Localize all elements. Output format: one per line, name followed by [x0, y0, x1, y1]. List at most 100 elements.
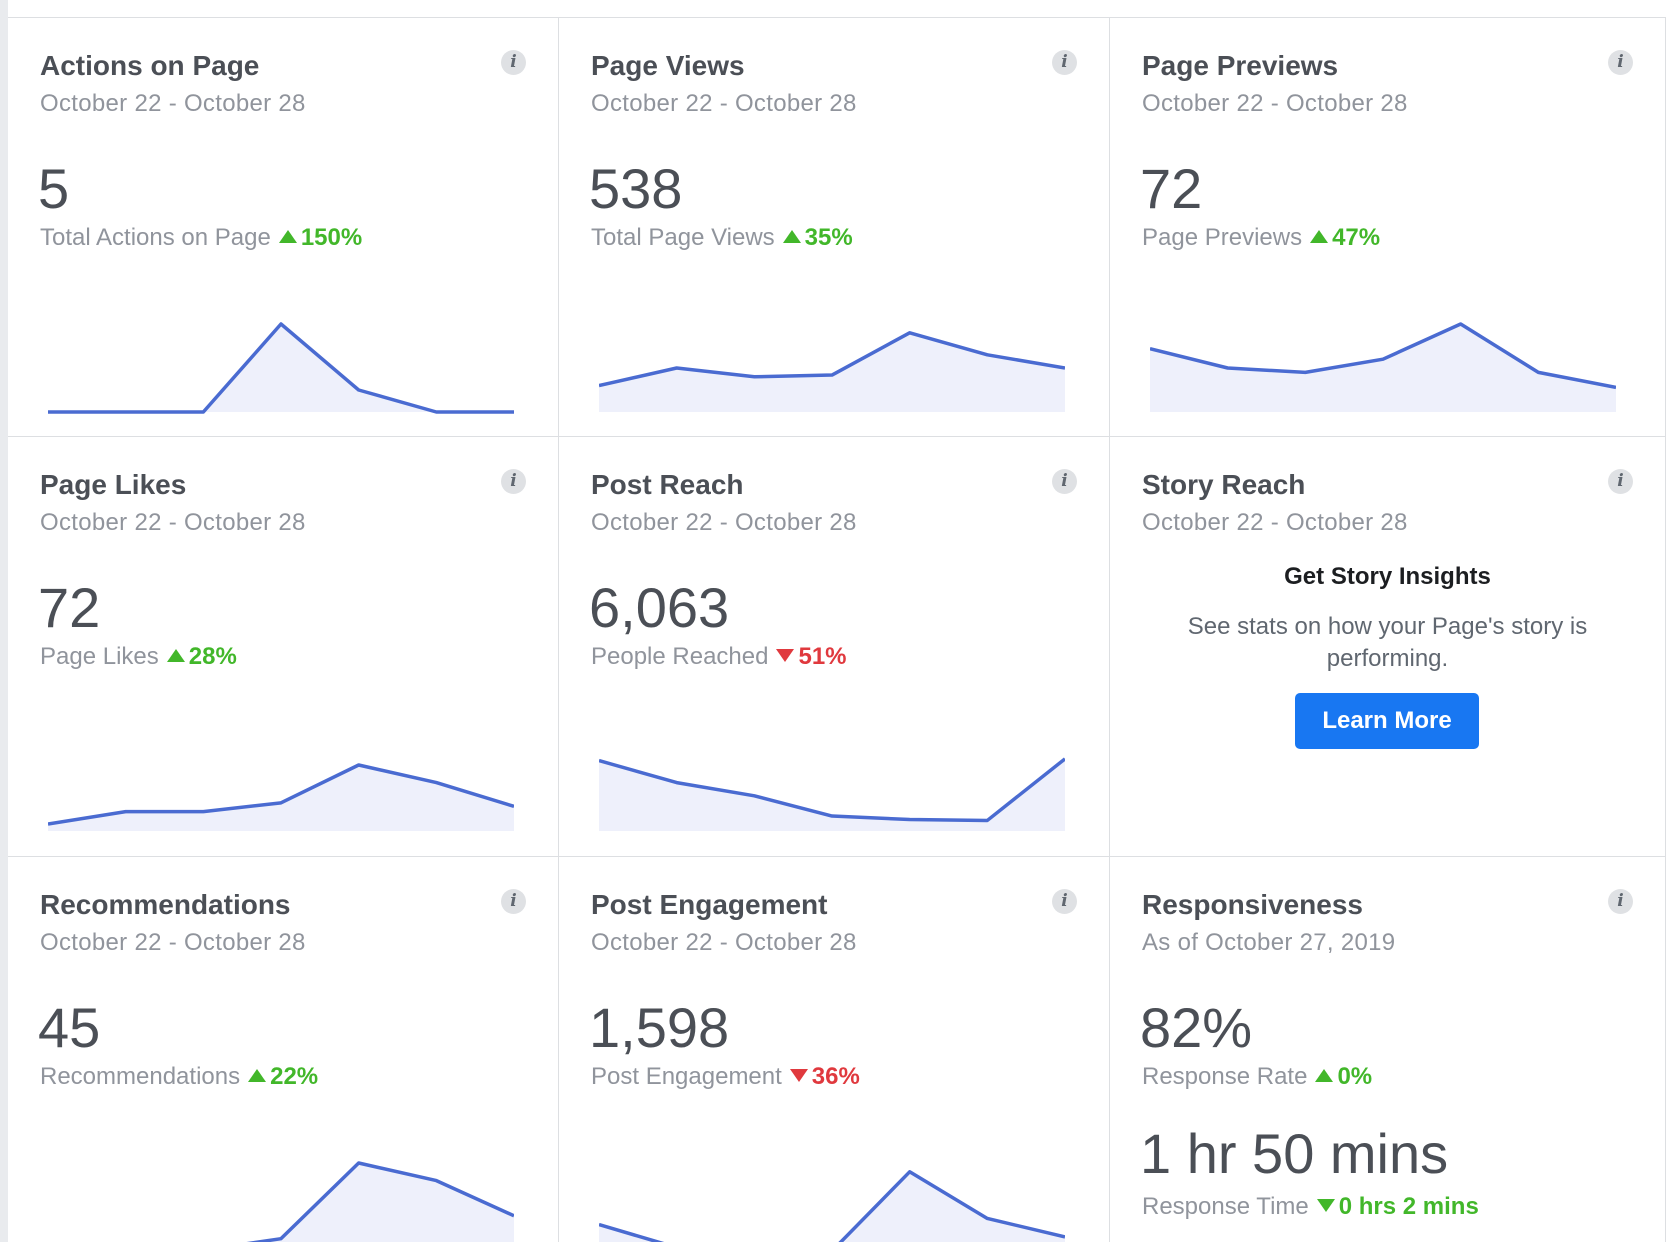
- card-page-views[interactable]: Page Views October 22 - October 28 i 538…: [559, 18, 1110, 437]
- info-icon[interactable]: i: [1052, 889, 1077, 914]
- metric-label: Recommendations: [40, 1063, 241, 1090]
- metric-label: Response Time: [1142, 1193, 1309, 1220]
- response-rate-value: 82%: [1140, 996, 1253, 1059]
- metric-row: People Reached 51%: [591, 643, 847, 671]
- card-title: Responsiveness: [1142, 889, 1363, 920]
- card-title: Actions on Page: [40, 50, 260, 81]
- sparkline-line: [599, 1170, 1065, 1242]
- sparkline-line: [48, 763, 514, 826]
- card-post-engagement[interactable]: Post Engagement October 22 - October 28 …: [559, 857, 1110, 1242]
- sparkline-line: [48, 322, 514, 414]
- metric-label: Total Page Views: [591, 224, 775, 251]
- card-title: Post Engagement: [591, 889, 828, 920]
- sparkline-line: [246, 1161, 514, 1242]
- sparkline-area: [1150, 324, 1616, 412]
- change-percent: 150%: [300, 224, 363, 251]
- card-recommendations[interactable]: Recommendations October 22 - October 28 …: [8, 857, 559, 1242]
- story-insights-heading: Get Story Insights: [1284, 563, 1491, 590]
- metric-label: Response Rate: [1142, 1063, 1308, 1090]
- response-time-value: 1 hr 50 mins: [1140, 1122, 1449, 1185]
- learn-more-button[interactable]: Learn More: [1295, 693, 1479, 749]
- metric-row-response-time: Response Time 0 hrs 2 mins: [1142, 1193, 1479, 1221]
- card-title: Page Views: [591, 50, 745, 81]
- card-date-range: October 22 - October 28: [40, 509, 306, 536]
- sparkline-chart: [599, 757, 1065, 831]
- sparkline-line: [599, 757, 1065, 823]
- triangle-up-icon: [248, 1069, 267, 1083]
- metric-value: 5: [38, 157, 70, 220]
- card-page-likes[interactable]: Page Likes October 22 - October 28 i 72 …: [8, 437, 559, 857]
- triangle-up-icon: [782, 230, 801, 244]
- metric-label: People Reached: [591, 643, 769, 670]
- card-date-range: October 22 - October 28: [40, 90, 306, 117]
- card-story-reach[interactable]: Story Reach October 22 - October 28 i Ge…: [1110, 437, 1666, 857]
- triangle-down-icon: [1316, 1199, 1335, 1213]
- metric-value: 6,063: [589, 576, 730, 639]
- metric-row: Page Previews 47%: [1142, 224, 1380, 252]
- triangle-up-icon: [1315, 1069, 1334, 1083]
- change-percent: 36%: [811, 1063, 860, 1090]
- metric-value: 538: [589, 157, 683, 220]
- info-icon[interactable]: i: [1608, 469, 1633, 494]
- sparkline-line: [599, 331, 1065, 388]
- info-icon[interactable]: i: [1608, 50, 1633, 75]
- triangle-up-icon: [166, 649, 185, 663]
- change-percent: 47%: [1332, 224, 1381, 251]
- metric-label: Page Likes: [40, 643, 159, 670]
- info-icon[interactable]: i: [1608, 889, 1633, 914]
- metric-row: Total Actions on Page 150%: [40, 224, 362, 252]
- info-icon[interactable]: i: [501, 469, 526, 494]
- metric-row: Post Engagement 36%: [591, 1063, 860, 1091]
- card-post-reach[interactable]: Post Reach October 22 - October 28 i 6,0…: [559, 437, 1110, 857]
- card-title: Post Reach: [591, 469, 744, 500]
- info-icon[interactable]: i: [501, 889, 526, 914]
- sparkline-chart: [246, 1161, 514, 1242]
- triangle-up-icon: [1310, 230, 1329, 244]
- metric-label: Total Actions on Page: [40, 224, 271, 251]
- card-responsiveness[interactable]: Responsiveness As of October 27, 2019 i …: [1110, 857, 1666, 1242]
- info-icon[interactable]: i: [1052, 50, 1077, 75]
- card-title: Recommendations: [40, 889, 291, 920]
- sparkline-area: [48, 324, 514, 412]
- card-date-range: October 22 - October 28: [591, 509, 857, 536]
- metric-value: 72: [38, 576, 101, 639]
- story-insights-description: See stats on how your Page's story is pe…: [1187, 613, 1588, 672]
- sparkline-chart: [599, 331, 1065, 412]
- change-percent: 0%: [1337, 1063, 1373, 1090]
- sparkline-line: [1150, 322, 1616, 390]
- card-date-range: October 22 - October 28: [1142, 509, 1408, 536]
- sparkline-area: [599, 758, 1065, 831]
- metric-value: 1,598: [589, 996, 730, 1059]
- card-title: Page Previews: [1142, 50, 1339, 81]
- card-date-range: October 22 - October 28: [1142, 90, 1408, 117]
- sparkline-area: [258, 1163, 514, 1242]
- change-percent: 35%: [804, 224, 853, 251]
- metric-label: Post Engagement: [591, 1063, 782, 1090]
- card-date-range: October 22 - October 28: [40, 929, 306, 956]
- metric-value: 72: [1140, 157, 1203, 220]
- metric-row: Total Page Views 35%: [591, 224, 853, 252]
- metric-row: Recommendations 22%: [40, 1063, 318, 1091]
- info-icon[interactable]: i: [501, 50, 526, 75]
- change-percent: 22%: [270, 1063, 319, 1090]
- sparkline-area: [599, 332, 1065, 412]
- change-time: 0 hrs 2 mins: [1338, 1193, 1479, 1220]
- sparkline-chart: [1150, 322, 1616, 412]
- metric-label: Page Previews: [1142, 224, 1303, 251]
- card-date-range: October 22 - October 28: [591, 929, 857, 956]
- card-date-range: October 22 - October 28: [591, 90, 857, 117]
- triangle-down-icon: [789, 1069, 808, 1083]
- insights-grid: Actions on Page October 22 - October 28 …: [8, 18, 1666, 1242]
- change-percent: 51%: [798, 643, 847, 670]
- triangle-down-icon: [776, 649, 795, 663]
- top-border: [8, 0, 1666, 18]
- sparkline-chart: [48, 763, 514, 831]
- sparkline-chart: [48, 322, 514, 414]
- card-page-previews[interactable]: Page Previews October 22 - October 28 i …: [1110, 18, 1666, 437]
- card-actions-on-page[interactable]: Actions on Page October 22 - October 28 …: [8, 18, 559, 437]
- card-date-range: As of October 27, 2019: [1142, 929, 1396, 956]
- sparkline-area: [48, 765, 514, 831]
- card-title: Page Likes: [40, 469, 187, 500]
- left-edge-divider: [0, 0, 8, 1242]
- info-icon[interactable]: i: [1052, 469, 1077, 494]
